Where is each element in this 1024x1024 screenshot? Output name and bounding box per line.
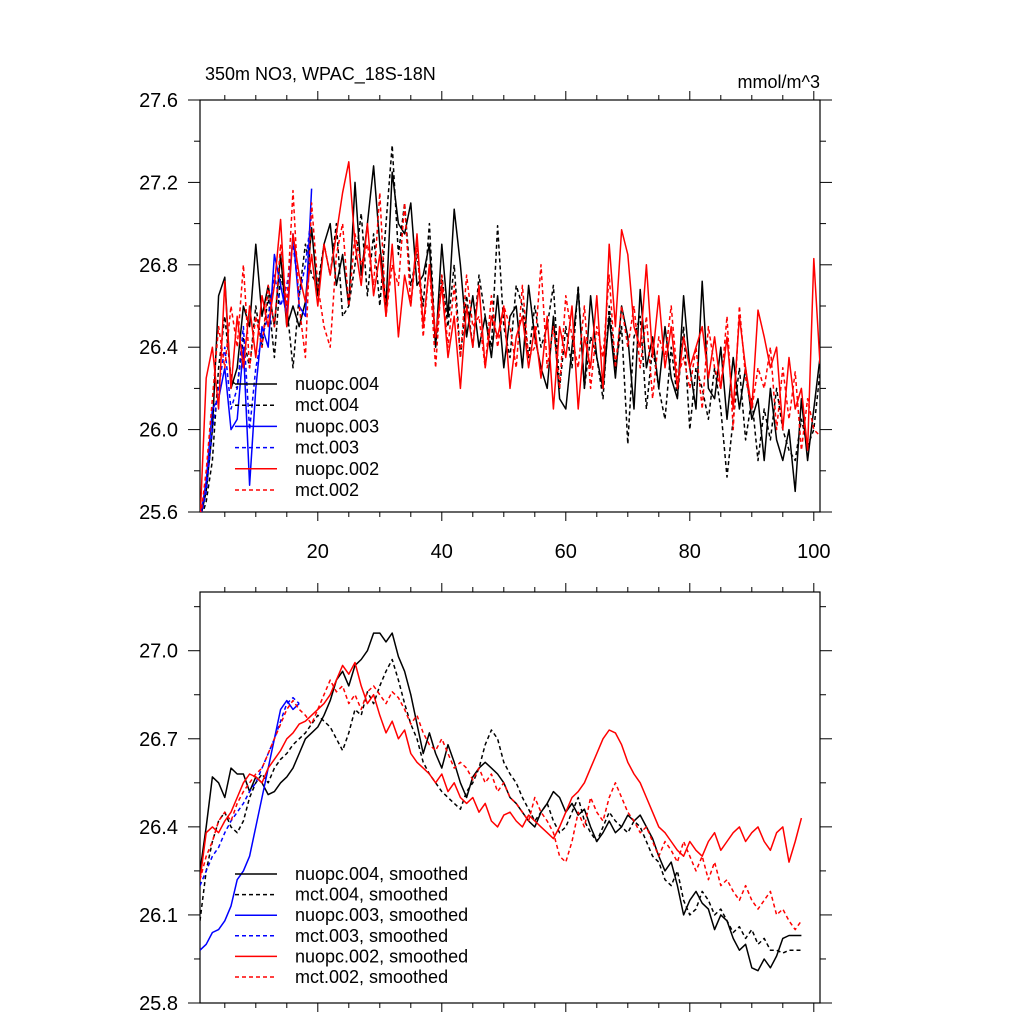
top-x-tick-label: 80 — [679, 541, 701, 563]
top-y-tick-label: 27.6 — [139, 90, 178, 112]
top-series-mct-004 — [202, 144, 820, 512]
top-series-nuopc-002 — [200, 161, 820, 512]
bottom-legend-label: mct.003, smoothed — [295, 926, 448, 946]
bottom-y-tick-label: 27.0 — [139, 641, 178, 663]
top-legend-label: mct.003 — [295, 438, 359, 458]
bottom-legend-label: mct.002, smoothed — [295, 967, 448, 987]
bottom-series-mct-003-smoothed — [200, 696, 300, 886]
bottom-series-nuopc-003-smoothed — [200, 699, 300, 951]
top-series-mct-002 — [200, 189, 820, 512]
bottom-series-nuopc-002-smoothed — [200, 661, 803, 880]
bottom-y-tick-label: 26.7 — [139, 729, 178, 751]
top-x-tick-label: 20 — [307, 541, 329, 563]
bottom-y-tick-label: 26.1 — [139, 905, 178, 927]
top-y-tick-label: 25.6 — [139, 502, 178, 524]
bottom-legend-label: nuopc.004, smoothed — [295, 864, 468, 884]
bottom-series-mct-004-smoothed — [200, 658, 802, 954]
bottom-plot-frame — [199, 591, 821, 1004]
top-panel: 20 40 60 80 100 25.6 26.0 26.4 26.8 27.2 27.6 350m … — [139, 64, 832, 563]
bottom-y-tick-label: 26.4 — [139, 817, 178, 839]
top-x-tick-label: 40 — [431, 541, 453, 563]
units-label: mmol/m^3 — [738, 72, 820, 92]
top-x-tick-label: 60 — [555, 541, 577, 563]
top-legend-label: mct.004 — [295, 395, 359, 415]
bottom-legend-label: nuopc.003, smoothed — [295, 905, 468, 925]
top-series-mct-003 — [201, 213, 313, 512]
top-legend-label: nuopc.004 — [295, 374, 379, 394]
top-legend-label: nuopc.002 — [295, 459, 379, 479]
chart-title: 350m NO3, WPAC_18S-18N — [205, 64, 436, 85]
top-legend-label: mct.002 — [295, 480, 359, 500]
top-legend-label: nuopc.003 — [295, 416, 379, 436]
bottom-legend-label: mct.004, smoothed — [295, 885, 448, 905]
bottom-y-tick-label: 25.8 — [139, 993, 178, 1015]
bottom-legend-label: nuopc.002, smoothed — [295, 946, 468, 966]
top-y-tick-label: 26.4 — [139, 337, 178, 359]
top-y-tick-label: 26.0 — [139, 420, 178, 442]
bottom-series-mct-002-smoothed — [200, 679, 803, 931]
top-y-tick-label: 26.8 — [139, 255, 178, 277]
top-y-tick-label: 27.2 — [139, 172, 178, 194]
top-x-tick-label: 100 — [797, 541, 830, 563]
bottom-series-nuopc-004-smoothed — [200, 632, 802, 972]
